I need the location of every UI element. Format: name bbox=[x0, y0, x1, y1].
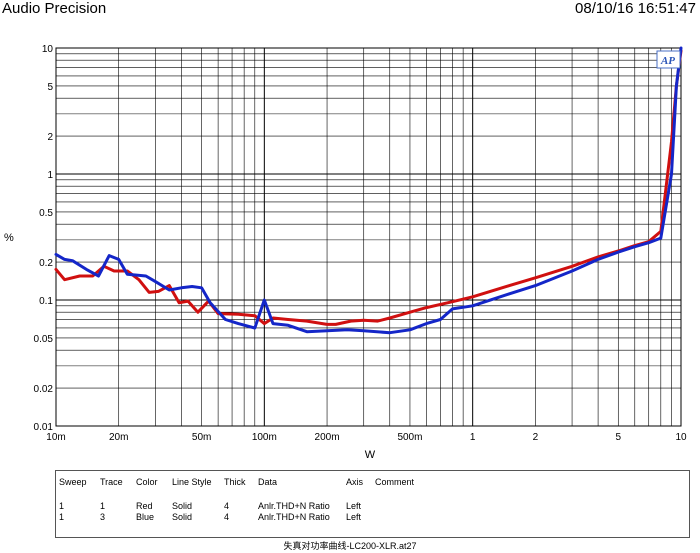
legend-row2-data: Anlr.THD+N Ratio bbox=[258, 512, 330, 522]
legend-row1-axis: Left bbox=[346, 501, 362, 511]
x-tick-label: 200m bbox=[315, 432, 340, 443]
legend-header-sweep: Sweep bbox=[59, 477, 87, 487]
legend-header-thick: Thick bbox=[224, 477, 246, 487]
ap-logo-text: AP bbox=[660, 55, 675, 67]
y-tick-label: 5 bbox=[47, 82, 53, 93]
legend-header-data: Data bbox=[258, 477, 278, 487]
legend-row1-linestyle: Solid bbox=[172, 501, 193, 511]
plot-frame bbox=[55, 47, 682, 427]
x-tick-label: 500m bbox=[397, 432, 422, 443]
y-tick-label: 10 bbox=[42, 44, 54, 55]
timestamp: 08/10/16 16:51:47 bbox=[575, 0, 696, 17]
legend-row2-linestyle: Solid bbox=[172, 512, 193, 522]
legend-row2-sweep: 1 bbox=[59, 512, 65, 522]
legend-row1-data: Anlr.THD+N Ratio bbox=[258, 501, 330, 511]
x-tick-label: 50m bbox=[192, 432, 211, 443]
y-tick-label: 0.1 bbox=[39, 296, 53, 307]
legend-row2-axis: Left bbox=[346, 512, 362, 522]
grid bbox=[56, 48, 681, 426]
x-tick-label: 100m bbox=[252, 432, 277, 443]
legend-header-trace: Trace bbox=[100, 477, 123, 487]
y-axis-label: % bbox=[4, 232, 14, 244]
legend-row1-sweep: 1 bbox=[59, 501, 65, 511]
thd-plot: 10m 20m 50m 100m 200m 500m 1 2 5 10 10 5 2 1 0.5 0.2 0.1… bbox=[4, 44, 687, 461]
trace-red bbox=[54, 49, 683, 326]
x-tick-label: 1 bbox=[470, 432, 476, 443]
trace-blue bbox=[54, 46, 683, 335]
legend-row1-trace: 1 bbox=[100, 501, 106, 511]
y-tick-label: 2 bbox=[47, 132, 53, 143]
file-name-caption: 失真对功率曲线-LC200-XLR.at27 bbox=[283, 541, 417, 551]
y-tick-label: 0.5 bbox=[39, 208, 53, 219]
y-tick-label: 0.05 bbox=[34, 334, 54, 345]
y-tick-label: 1 bbox=[47, 170, 53, 181]
x-tick-label: 5 bbox=[616, 432, 622, 443]
legend-header-axis: Axis bbox=[346, 477, 364, 487]
x-axis-label: W bbox=[365, 449, 376, 461]
y-tick-label: 0.01 bbox=[34, 422, 54, 433]
legend-header-linestyle: Line Style bbox=[172, 477, 212, 487]
x-tick-label: 10 bbox=[675, 432, 687, 443]
legend-row2-thick: 4 bbox=[224, 512, 230, 522]
x-tick-label: 10m bbox=[46, 432, 65, 443]
legend-row1-color: Red bbox=[136, 501, 153, 511]
legend-row1-thick: 4 bbox=[224, 501, 230, 511]
x-tick-label: 20m bbox=[109, 432, 128, 443]
ap-logo: AP bbox=[656, 50, 681, 69]
app-title: Audio Precision bbox=[2, 0, 107, 17]
y-tick-label: 0.02 bbox=[34, 384, 54, 395]
legend-table: Sweep Trace Color Line Style Thick Data … bbox=[55, 470, 690, 538]
legend-row2-color: Blue bbox=[136, 512, 155, 522]
legend-header-comment: Comment bbox=[375, 477, 415, 487]
y-tick-label: 0.2 bbox=[39, 258, 53, 269]
x-tick-label: 2 bbox=[533, 432, 539, 443]
legend-row2-trace: 3 bbox=[100, 512, 106, 522]
legend-header-color: Color bbox=[136, 477, 158, 487]
